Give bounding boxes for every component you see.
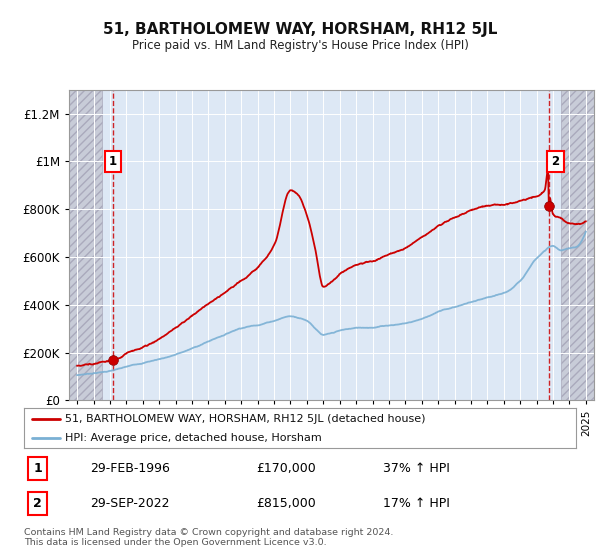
- Bar: [561, 90, 594, 400]
- Text: Contains HM Land Registry data © Crown copyright and database right 2024.
This d: Contains HM Land Registry data © Crown c…: [24, 528, 394, 547]
- Text: 1: 1: [34, 461, 42, 475]
- Text: £170,000: £170,000: [256, 461, 316, 475]
- Text: 1: 1: [109, 155, 117, 168]
- Text: 17% ↑ HPI: 17% ↑ HPI: [383, 497, 449, 510]
- Text: 2: 2: [34, 497, 42, 510]
- Text: Price paid vs. HM Land Registry's House Price Index (HPI): Price paid vs. HM Land Registry's House …: [131, 39, 469, 52]
- Text: 29-FEB-1996: 29-FEB-1996: [90, 461, 170, 475]
- Text: 29-SEP-2022: 29-SEP-2022: [90, 497, 170, 510]
- Text: HPI: Average price, detached house, Horsham: HPI: Average price, detached house, Hors…: [65, 433, 322, 443]
- Text: 2: 2: [551, 155, 560, 168]
- Text: 51, BARTHOLOMEW WAY, HORSHAM, RH12 5JL (detached house): 51, BARTHOLOMEW WAY, HORSHAM, RH12 5JL (…: [65, 414, 426, 424]
- Bar: [69, 90, 102, 400]
- Text: 37% ↑ HPI: 37% ↑ HPI: [383, 461, 449, 475]
- Text: 51, BARTHOLOMEW WAY, HORSHAM, RH12 5JL: 51, BARTHOLOMEW WAY, HORSHAM, RH12 5JL: [103, 22, 497, 38]
- Text: £815,000: £815,000: [256, 497, 316, 510]
